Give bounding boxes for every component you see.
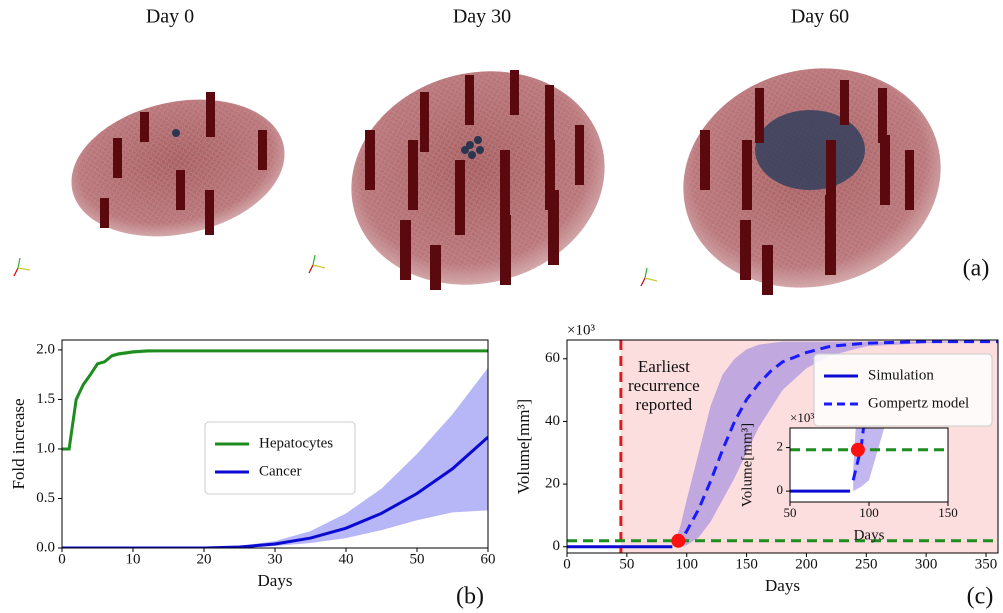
legend-label: Hepatocytes	[259, 435, 333, 451]
render-day60	[640, 68, 941, 295]
x-tick-label: 200	[795, 556, 818, 572]
x-tick-label: 10	[126, 551, 141, 567]
panel-title: Day 60	[791, 6, 849, 28]
y-tick-label: 40	[545, 413, 560, 429]
y-axis-label: Volume[mm³]	[739, 423, 755, 507]
render-day30	[308, 70, 605, 290]
legend-label: Gompertz model	[868, 395, 969, 411]
x-tick-label: 60	[481, 551, 496, 567]
series-line	[62, 349, 488, 451]
plot-layer	[62, 349, 488, 548]
y-tick-label: 1.0	[36, 440, 55, 456]
y-axis-label: Volume[mm³]	[514, 399, 533, 494]
x-tick-label: 100	[859, 505, 879, 520]
x-tick-label: 150	[735, 556, 758, 572]
y-tick-label: 60	[545, 350, 560, 366]
panel-title: Day 30	[453, 6, 511, 28]
y-tick-label: 0.0	[36, 539, 55, 555]
y-tick-label: 0	[553, 538, 561, 554]
marker-point	[850, 442, 865, 457]
x-tick-label: 20	[197, 551, 212, 567]
annotation: reported	[636, 395, 693, 414]
y-tick-label: 0.5	[36, 490, 55, 506]
x-tick-label: 250	[855, 556, 878, 572]
x-tick-label: 0	[563, 556, 571, 572]
axes-frame	[566, 339, 999, 554]
x-tick-label: 350	[975, 556, 998, 572]
annotation: Earliest	[638, 357, 690, 376]
marker-point	[671, 533, 686, 548]
legend-box	[204, 421, 356, 495]
x-tick-label: 40	[339, 551, 354, 567]
legend-box	[813, 353, 993, 427]
y-tick-label: 0	[777, 482, 784, 497]
annotation: recurrence	[628, 376, 700, 395]
confidence-band	[62, 367, 488, 548]
x-tick-label: 30	[268, 551, 283, 567]
panel-label: (c)	[967, 584, 994, 610]
panel-title: Day 0	[146, 6, 194, 28]
y-tick-label: 2.0	[36, 341, 55, 357]
panel-label: (a)	[963, 256, 990, 282]
confidence-band	[674, 341, 998, 547]
axis-multiplier: ×10³	[567, 322, 595, 338]
axis-multiplier: ×10³	[790, 410, 814, 425]
legend-label: Simulation	[868, 367, 934, 383]
x-tick-label: 150	[938, 505, 958, 520]
x-tick-label: 50	[619, 556, 634, 572]
x-tick-label: 50	[784, 505, 797, 520]
x-axis-label: Days	[258, 571, 293, 590]
x-tick-label: 300	[915, 556, 938, 572]
series-line	[62, 435, 488, 548]
x-axis-label: Days	[765, 576, 800, 595]
x-tick-label: 100	[675, 556, 698, 572]
y-axis-label: Fold increase	[9, 398, 28, 489]
x-tick-label: 0	[58, 551, 66, 567]
x-tick-label: 50	[410, 551, 425, 567]
y-tick-label: 2	[777, 439, 784, 454]
x-axis-label: Days	[854, 527, 885, 543]
y-tick-label: 1.5	[36, 391, 55, 407]
render-day0	[13, 92, 285, 277]
plot-layer	[790, 428, 948, 493]
y-tick-label: 20	[545, 476, 560, 492]
legend-label: Cancer	[259, 463, 301, 479]
panel-label: (b)	[456, 584, 484, 610]
